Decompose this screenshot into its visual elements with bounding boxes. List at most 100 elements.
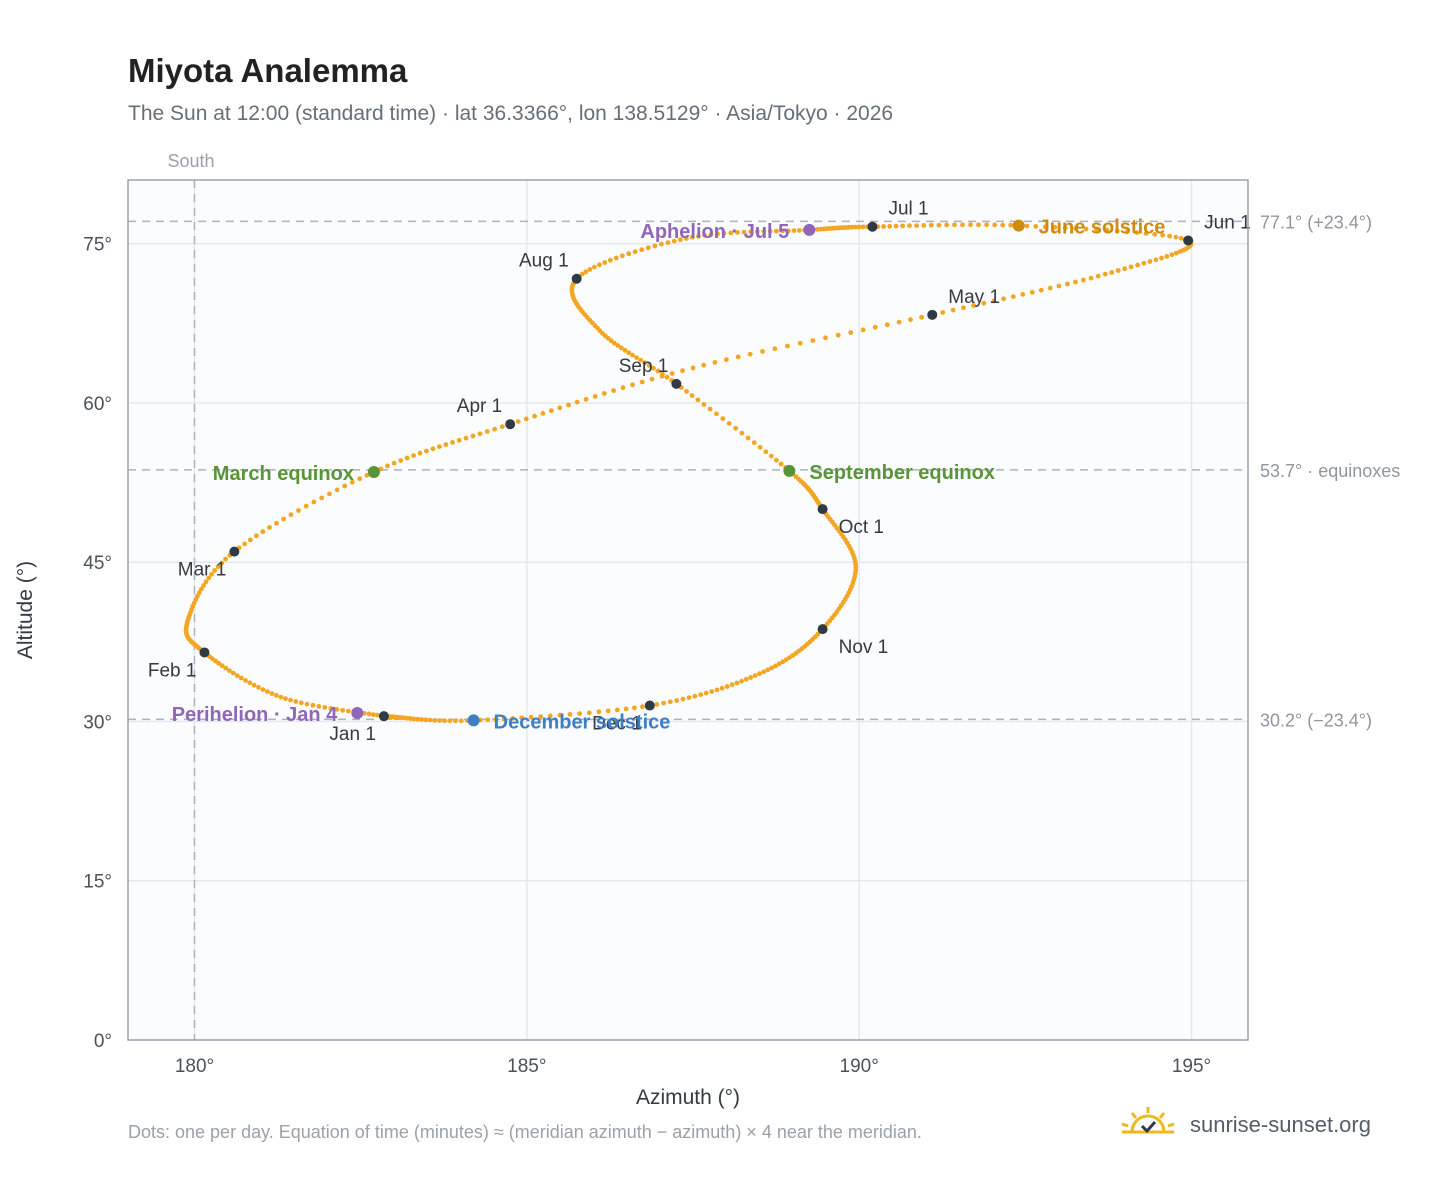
daily-dot <box>334 487 340 493</box>
daily-dot <box>733 425 738 431</box>
daily-dot <box>654 702 660 707</box>
daily-dot <box>227 668 232 673</box>
daily-dot <box>274 520 279 526</box>
daily-dot <box>346 708 351 714</box>
daily-dot <box>695 397 701 403</box>
daily-dot <box>921 223 927 228</box>
daily-dot <box>316 704 322 709</box>
daily-dot <box>622 347 628 353</box>
daily-dot <box>256 685 261 690</box>
month-marker-dot <box>505 419 516 430</box>
daily-dot <box>1141 260 1147 266</box>
daily-dot <box>1001 296 1006 302</box>
daily-dot <box>477 431 483 437</box>
event-marker-dot <box>783 464 796 477</box>
event-label: December solstice <box>494 711 671 733</box>
daily-dot <box>1094 227 1099 233</box>
x-tick-label: 185° <box>507 1056 546 1077</box>
axis-ticks: 180° 185° 190° 195° 0° 15° 30° 45° 60° 75° <box>83 235 1211 1077</box>
daily-dot <box>984 222 989 228</box>
daily-dot <box>1042 224 1048 230</box>
daily-dot <box>774 457 779 463</box>
daily-dot <box>760 349 765 354</box>
daily-dot <box>690 365 696 371</box>
event-marker-dot <box>367 465 380 478</box>
daily-dot <box>195 593 200 599</box>
month-marker-dot <box>644 700 655 711</box>
daily-dot <box>785 343 790 349</box>
daily-dot <box>557 712 563 718</box>
daily-dot <box>1038 287 1044 293</box>
y-tick-label: 75° <box>83 235 112 256</box>
daily-dot <box>1167 233 1172 239</box>
daily-dot <box>499 424 505 430</box>
daily-dot <box>992 222 998 228</box>
daily-dot <box>944 222 950 228</box>
daily-dot <box>510 716 516 721</box>
daily-dot <box>773 663 778 669</box>
daily-dot <box>427 717 433 723</box>
daily-dot <box>763 449 769 455</box>
brand-name[interactable]: sunrise-sunset.org <box>1190 1112 1371 1137</box>
daily-dot <box>734 680 740 686</box>
daily-dot <box>692 693 698 699</box>
event-label: September equinox <box>809 462 995 484</box>
daily-dot <box>655 368 661 374</box>
daily-dot <box>419 717 424 722</box>
daily-dot <box>391 460 397 466</box>
daily-dot <box>366 711 372 717</box>
x-tick-label: 195° <box>1172 1056 1211 1077</box>
daily-dot <box>797 340 803 346</box>
daily-dot <box>1104 227 1110 233</box>
daily-dot <box>752 673 758 678</box>
event-marker-dot <box>351 706 364 719</box>
daily-dot <box>278 694 284 700</box>
daily-dot <box>630 382 635 388</box>
daily-dot <box>251 682 257 688</box>
daily-dot <box>638 357 643 363</box>
event-markers: March equinox September equinox June solst… <box>172 217 1166 734</box>
daily-dot <box>1114 228 1120 234</box>
daily-dot <box>430 446 436 452</box>
daily-dot <box>453 718 458 724</box>
daily-dot <box>881 224 886 229</box>
daily-dot <box>683 236 689 241</box>
month-marker-label: Jun 1 <box>1204 213 1250 234</box>
daily-dot <box>960 222 965 228</box>
daily-dot <box>269 691 275 696</box>
daily-dot <box>785 228 791 234</box>
daily-dot <box>206 575 212 581</box>
daily-dot <box>896 319 902 325</box>
reference-lines: 77.1° (+23.4°) 53.7° · equinoxes 30.2° (−2… <box>128 180 1400 1040</box>
month-marker-label: Oct 1 <box>839 517 884 538</box>
daily-dot <box>417 450 423 456</box>
daily-dot <box>757 444 763 450</box>
daily-dot <box>385 463 390 469</box>
daily-dot <box>532 413 537 419</box>
daily-dot <box>288 697 293 703</box>
daily-dot <box>223 665 229 671</box>
month-marker-label: Mar 1 <box>178 560 227 581</box>
daily-dot <box>605 708 611 714</box>
daily-dot <box>1056 283 1062 289</box>
brand[interactable]: sunrise-sunset.org <box>1120 1100 1400 1150</box>
page-subtitle: The Sun at 12:00 (standard time) · lat 3… <box>128 102 894 125</box>
daily-dot <box>613 255 619 261</box>
daily-dot <box>1010 294 1016 299</box>
daily-dot <box>303 503 309 509</box>
daily-dot <box>238 675 244 681</box>
daily-dot <box>823 335 828 341</box>
footnote: Dots: one per day. Equation of time (min… <box>128 1122 922 1142</box>
daily-dot <box>443 442 449 447</box>
daily-dot <box>247 537 253 543</box>
daily-dot <box>364 472 370 478</box>
daily-dot <box>1073 226 1078 231</box>
daily-dot <box>630 352 635 358</box>
daily-dot <box>765 667 771 673</box>
y-tick-label: 60° <box>83 394 112 415</box>
daily-dot <box>728 230 734 236</box>
daily-dot <box>739 430 745 436</box>
daily-dot <box>538 714 543 719</box>
